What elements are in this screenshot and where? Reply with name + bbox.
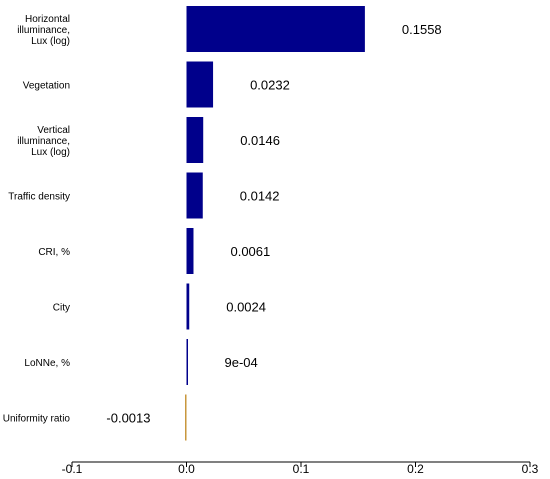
bar-6 [186, 339, 188, 385]
bar-1 [186, 61, 214, 108]
x-tick-label-2: 0.1 [293, 462, 310, 476]
value-label-0: 0.1558 [402, 22, 442, 37]
x-tick-label-4: 0.3 [522, 462, 539, 476]
bar-4 [186, 228, 194, 274]
x-tick-label-1: 0.0 [178, 462, 195, 476]
category-labels-group: Horizontal illuminance, Lux (log) Vegetatio… [3, 14, 71, 425]
value-label-7: -0.0013 [106, 411, 150, 426]
value-label-4: 0.0061 [230, 244, 270, 259]
value-label-6: 9e-04 [225, 355, 258, 370]
bar-5 [186, 283, 190, 330]
category-label-0: Horizontal illuminance, Lux (log) [17, 14, 70, 47]
bar-0 [186, 6, 365, 52]
value-labels-group: 0.1558 0.0232 0.0146 0.0142 0.0061 0.0024 9e-0… [106, 22, 441, 426]
x-tick-label-0: -0.1 [62, 462, 83, 476]
category-label-5: City [53, 303, 70, 314]
value-label-2: 0.0146 [240, 133, 280, 148]
category-label-7: Uniformity ratio [3, 414, 71, 425]
category-label-6: LoNNe, % [24, 358, 70, 369]
value-label-1: 0.0232 [250, 78, 290, 93]
category-label-3: Traffic density [8, 192, 70, 203]
bars-group [185, 6, 365, 441]
bar-7 [185, 394, 187, 441]
x-tick-label-3: 0.2 [407, 462, 424, 476]
bar-2 [186, 117, 204, 163]
x-axis: -0.1 0.0 0.1 0.2 0.3 [62, 461, 539, 476]
value-label-3: 0.0142 [240, 189, 280, 204]
category-label-1: Vegetation [23, 81, 70, 92]
value-label-5: 0.0024 [226, 300, 266, 315]
category-label-2: Vertical illuminance, Lux (log) [17, 125, 70, 158]
category-label-4: CRI, % [38, 247, 70, 258]
bar-3 [186, 172, 203, 219]
